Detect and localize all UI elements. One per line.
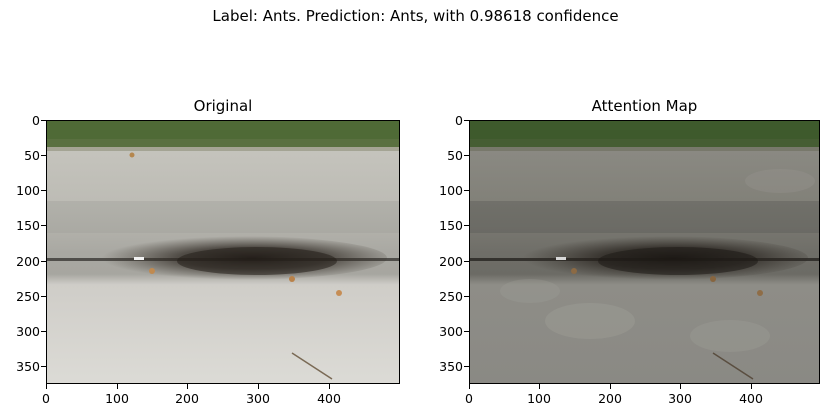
y-tick-label: 100 (16, 183, 40, 198)
y-tick-label: 50 (447, 148, 463, 163)
y-tick-label: 350 (16, 359, 40, 374)
x-tick-mark (680, 384, 681, 389)
y-tick-mark (464, 120, 469, 121)
y-tick-label: 200 (439, 254, 463, 269)
x-tick-mark (751, 384, 752, 389)
x-tick-mark (46, 384, 47, 389)
y-tick-label: 0 (32, 113, 40, 128)
y-tick-mark (41, 366, 46, 367)
y-tick-mark (464, 225, 469, 226)
attention-photo (470, 121, 819, 383)
y-tick-mark (464, 190, 469, 191)
y-tick-mark (464, 261, 469, 262)
y-tick-label: 0 (455, 113, 463, 128)
y-tick-mark (41, 261, 46, 262)
y-tick-mark (41, 331, 46, 332)
x-tick-label: 200 (175, 391, 199, 406)
y-tick-label: 300 (16, 324, 40, 339)
y-tick-mark (41, 225, 46, 226)
x-tick-mark (117, 384, 118, 389)
y-tick-mark (464, 331, 469, 332)
y-tick-mark (464, 366, 469, 367)
y-tick-label: 150 (439, 218, 463, 233)
figure-suptitle: Label: Ants. Prediction: Ants, with 0.98… (212, 7, 619, 25)
x-tick-label: 0 (465, 391, 473, 406)
y-tick-label: 200 (16, 254, 40, 269)
original-image (46, 120, 400, 384)
x-tick-mark (187, 384, 188, 389)
x-tick-label: 400 (317, 391, 341, 406)
y-tick-mark (41, 296, 46, 297)
x-tick-label: 300 (246, 391, 270, 406)
x-tick-label: 200 (598, 391, 622, 406)
y-tick-label: 50 (24, 148, 40, 163)
y-tick-label: 350 (439, 359, 463, 374)
panel-title-attention-map: Attention Map (591, 97, 698, 115)
y-tick-label: 300 (439, 324, 463, 339)
y-tick-label: 100 (439, 183, 463, 198)
original-photo (47, 121, 399, 383)
y-tick-label: 250 (439, 289, 463, 304)
attention-map-image (469, 120, 820, 384)
y-tick-mark (41, 120, 46, 121)
y-tick-mark (41, 190, 46, 191)
panel-title-original: Original (193, 97, 253, 115)
x-tick-label: 0 (42, 391, 50, 406)
x-tick-mark (258, 384, 259, 389)
x-tick-mark (469, 384, 470, 389)
x-tick-label: 100 (527, 391, 551, 406)
x-tick-mark (610, 384, 611, 389)
y-tick-mark (464, 296, 469, 297)
y-tick-label: 250 (16, 289, 40, 304)
y-tick-label: 150 (16, 218, 40, 233)
x-tick-label: 400 (739, 391, 763, 406)
x-tick-mark (329, 384, 330, 389)
y-tick-mark (464, 155, 469, 156)
y-tick-mark (41, 155, 46, 156)
x-tick-label: 300 (668, 391, 692, 406)
x-tick-mark (539, 384, 540, 389)
x-tick-label: 100 (105, 391, 129, 406)
